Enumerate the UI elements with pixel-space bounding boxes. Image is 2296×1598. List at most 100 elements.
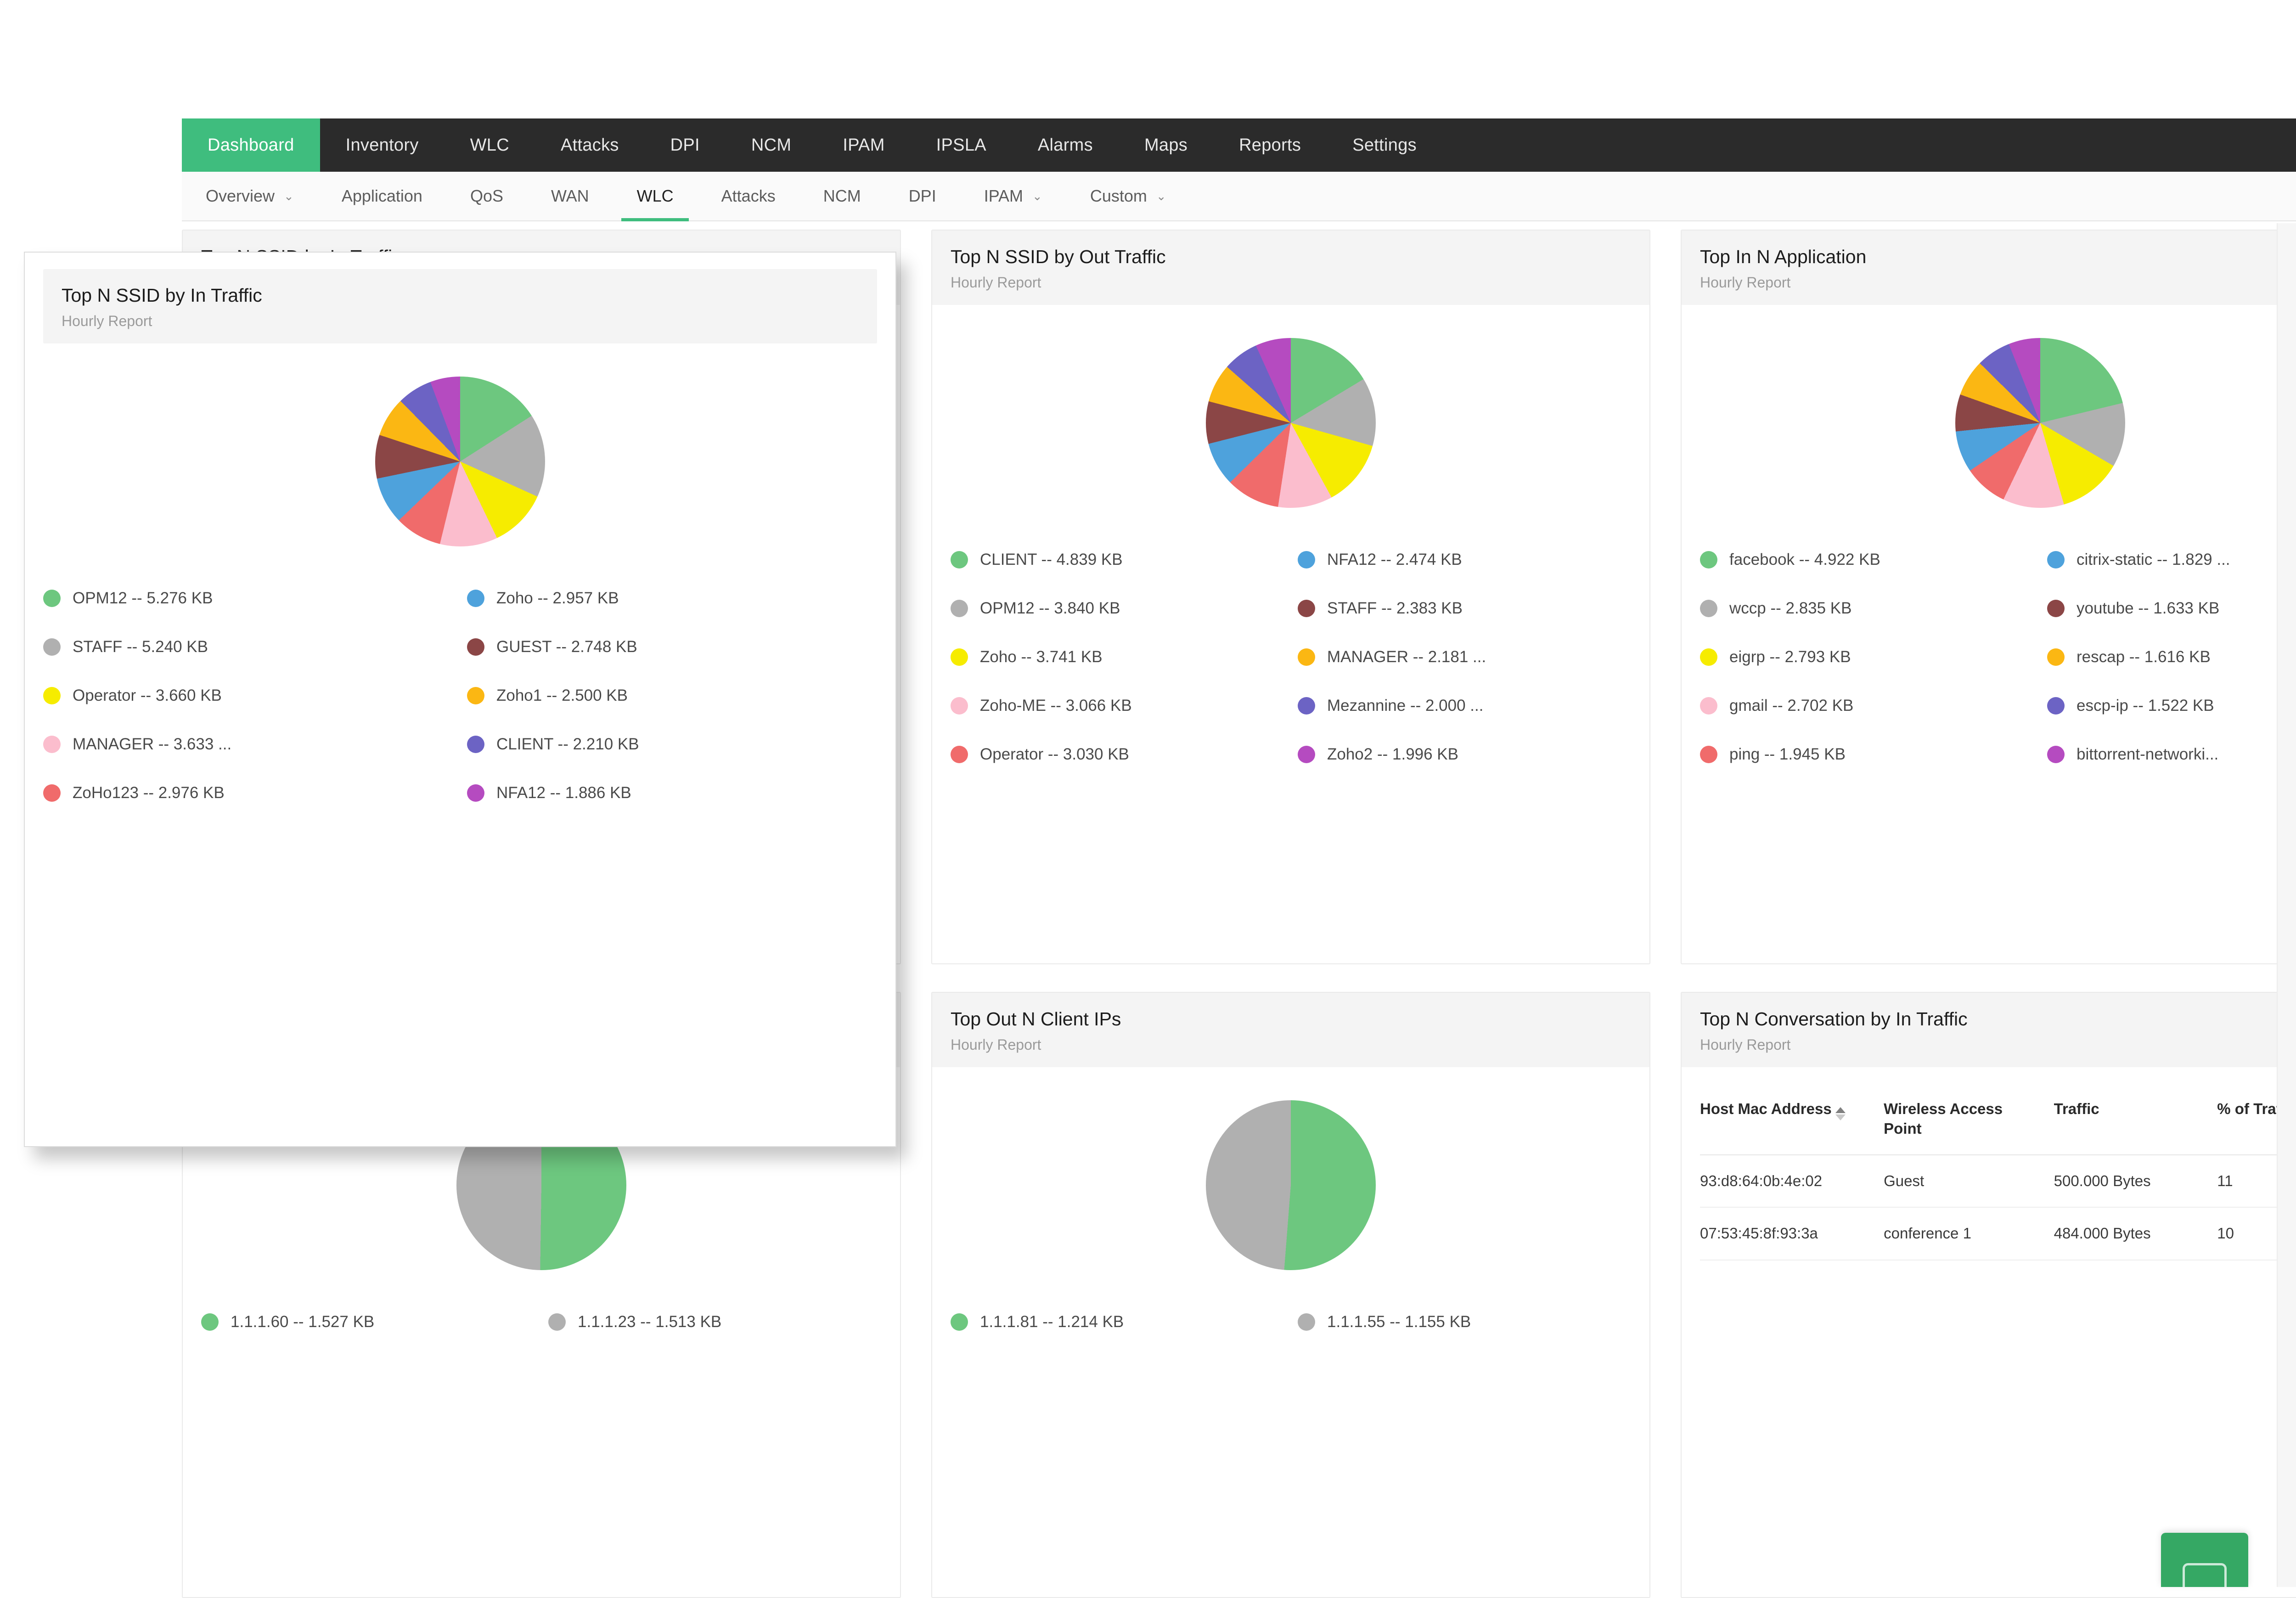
- nav-item-wlc[interactable]: WLC: [445, 118, 535, 172]
- legend-item[interactable]: gmail -- 2.702 KB: [1700, 681, 2033, 730]
- legend-item[interactable]: Zoho -- 2.957 KB: [467, 574, 877, 623]
- nav-item-ncm[interactable]: NCM: [726, 118, 817, 172]
- legend-item[interactable]: wccp -- 2.835 KB: [1700, 584, 2033, 633]
- widget-title: Top N SSID by Out Traffic: [951, 246, 1631, 268]
- legend-item[interactable]: GUEST -- 2.748 KB: [467, 623, 877, 671]
- legend-color-swatch-icon: [467, 590, 484, 607]
- legend-item[interactable]: MANAGER -- 3.633 ...: [43, 720, 453, 769]
- legend-color-swatch-icon: [951, 697, 968, 715]
- legend-label: gmail -- 2.702 KB: [1729, 697, 1853, 715]
- pie-chart[interactable]: [375, 377, 545, 546]
- nav-item-inventory[interactable]: Inventory: [320, 118, 445, 172]
- legend-item[interactable]: rescap -- 1.616 KB: [2047, 633, 2296, 681]
- legend-label: escp-ip -- 1.522 KB: [2077, 697, 2214, 715]
- legend-item[interactable]: 1.1.1.60 -- 1.527 KB: [201, 1298, 535, 1346]
- legend-item[interactable]: ZoHo123 -- 2.976 KB: [43, 769, 453, 817]
- subnav-item-ncm[interactable]: NCM: [799, 172, 885, 220]
- subnav-item-dpi[interactable]: DPI: [885, 172, 960, 220]
- legend-item[interactable]: citrix-static -- 1.829 ...: [2047, 535, 2296, 584]
- table-cell: Guest: [1884, 1155, 2054, 1208]
- subnav-item-label: IPAM: [984, 186, 1023, 206]
- nav-item-reports[interactable]: Reports: [1213, 118, 1327, 172]
- subnav-item-qos[interactable]: QoS: [446, 172, 527, 220]
- legend-item[interactable]: MANAGER -- 2.181 ...: [1298, 633, 1631, 681]
- legend-label: OPM12 -- 3.840 KB: [980, 599, 1120, 618]
- legend-item[interactable]: STAFF -- 5.240 KB: [43, 623, 453, 671]
- legend-item[interactable]: NFA12 -- 2.474 KB: [1298, 535, 1631, 584]
- legend-item[interactable]: 1.1.1.81 -- 1.214 KB: [951, 1298, 1284, 1346]
- subnav-item-attacks[interactable]: Attacks: [698, 172, 799, 220]
- subnav-item-wlc[interactable]: WLC: [613, 172, 698, 220]
- subnav-item-label: NCM: [823, 186, 861, 206]
- column-header-traffic[interactable]: Traffic: [2054, 1086, 2217, 1155]
- chart-legend: facebook -- 4.922 KB citrix-static -- 1.8…: [1700, 535, 2296, 779]
- legend-item[interactable]: eigrp -- 2.793 KB: [1700, 633, 2033, 681]
- legend-item[interactable]: OPM12 -- 3.840 KB: [951, 584, 1284, 633]
- widget-subtitle: Hourly Report: [1700, 274, 2296, 291]
- pie-chart[interactable]: [1206, 1100, 1376, 1270]
- nav-item-maps[interactable]: Maps: [1119, 118, 1213, 172]
- legend-item[interactable]: NFA12 -- 1.886 KB: [467, 769, 877, 817]
- widget-subtitle: Hourly Report: [62, 313, 859, 330]
- legend-item[interactable]: Operator -- 3.030 KB: [951, 730, 1284, 779]
- subnav-item-overview[interactable]: Overview⌄: [182, 172, 318, 220]
- legend-item[interactable]: 1.1.1.23 -- 1.513 KB: [548, 1298, 882, 1346]
- legend-item[interactable]: CLIENT -- 4.839 KB: [951, 535, 1284, 584]
- legend-item[interactable]: Zoho2 -- 1.996 KB: [1298, 730, 1631, 779]
- legend-item[interactable]: STAFF -- 2.383 KB: [1298, 584, 1631, 633]
- legend-item[interactable]: ping -- 1.945 KB: [1700, 730, 2033, 779]
- pie-chart[interactable]: [1955, 338, 2125, 508]
- legend-item[interactable]: CLIENT -- 2.210 KB: [467, 720, 877, 769]
- subnav-item-ipam[interactable]: IPAM ⌄: [960, 172, 1066, 220]
- legend-item[interactable]: facebook -- 4.922 KB: [1700, 535, 2033, 584]
- legend-label: youtube -- 1.633 KB: [2077, 599, 2219, 618]
- column-header-wireless-access-point[interactable]: Wireless Access Point: [1884, 1086, 2054, 1155]
- nav-item-alarms[interactable]: Alarms: [1012, 118, 1119, 172]
- chevron-down-icon[interactable]: ⌄: [284, 189, 294, 203]
- sort-arrows-icon[interactable]: [1835, 1107, 1846, 1120]
- legend-item[interactable]: 1.1.1.55 -- 1.155 KB: [1298, 1298, 1631, 1346]
- legend-item[interactable]: bittorrent-networki...: [2047, 730, 2296, 779]
- legend-item[interactable]: youtube -- 1.633 KB: [2047, 584, 2296, 633]
- legend-color-swatch-icon: [2047, 648, 2065, 666]
- chevron-down-icon[interactable]: ⌄: [1156, 189, 1166, 203]
- nav-item-attacks[interactable]: Attacks: [535, 118, 645, 172]
- nav-item-dashboard[interactable]: Dashboard: [182, 118, 320, 172]
- chart-legend: OPM12 -- 5.276 KB Zoho -- 2.957 KB STAFF -…: [43, 574, 877, 817]
- subnav-item-custom[interactable]: Custom⌄: [1066, 172, 1190, 220]
- legend-item[interactable]: Zoho-ME -- 3.066 KB: [951, 681, 1284, 730]
- floating-action-button[interactable]: [2161, 1533, 2248, 1587]
- legend-label: ZoHo123 -- 2.976 KB: [73, 784, 225, 802]
- column-header-host-mac-address[interactable]: Host Mac Address: [1700, 1086, 1884, 1155]
- widget-subtitle: Hourly Report: [951, 274, 1631, 291]
- legend-item[interactable]: OPM12 -- 5.276 KB: [43, 574, 453, 623]
- nav-item-dpi[interactable]: DPI: [645, 118, 726, 172]
- legend-color-swatch-icon: [951, 551, 968, 568]
- legend-item[interactable]: Operator -- 3.660 KB: [43, 671, 453, 720]
- dragged-widget-ssid-in-traffic[interactable]: Top N SSID by In Traffic Hourly Report O…: [24, 252, 896, 1147]
- widget-top-n-ssid-by-out-traffic[interactable]: Top N SSID by Out Traffic Hourly Report CL…: [931, 230, 1650, 964]
- pie-chart[interactable]: [1206, 338, 1376, 508]
- chevron-down-icon[interactable]: ⌄: [1032, 189, 1042, 203]
- legend-item[interactable]: Zoho1 -- 2.500 KB: [467, 671, 877, 720]
- chart-legend: 1.1.1.60 -- 1.527 KB 1.1.1.23 -- 1.513 KB: [201, 1298, 882, 1346]
- legend-label: GUEST -- 2.748 KB: [496, 638, 637, 656]
- subnav-item-application[interactable]: Application: [318, 172, 446, 220]
- nav-item-settings[interactable]: Settings: [1327, 118, 1442, 172]
- widget-body: 1.1.1.81 -- 1.214 KB 1.1.1.55 -- 1.155 KB: [932, 1067, 1649, 1346]
- legend-item[interactable]: Zoho -- 3.741 KB: [951, 633, 1284, 681]
- legend-color-swatch-icon: [43, 687, 61, 704]
- subnav-item-wan[interactable]: WAN: [527, 172, 613, 220]
- nav-item-ipam[interactable]: IPAM: [817, 118, 910, 172]
- nav-item-ipsla[interactable]: IPSLA: [911, 118, 1012, 172]
- legend-item[interactable]: Mezannine -- 2.000 ...: [1298, 681, 1631, 730]
- legend-item[interactable]: escp-ip -- 1.522 KB: [2047, 681, 2296, 730]
- scrollbar-rail[interactable]: [2277, 223, 2296, 1587]
